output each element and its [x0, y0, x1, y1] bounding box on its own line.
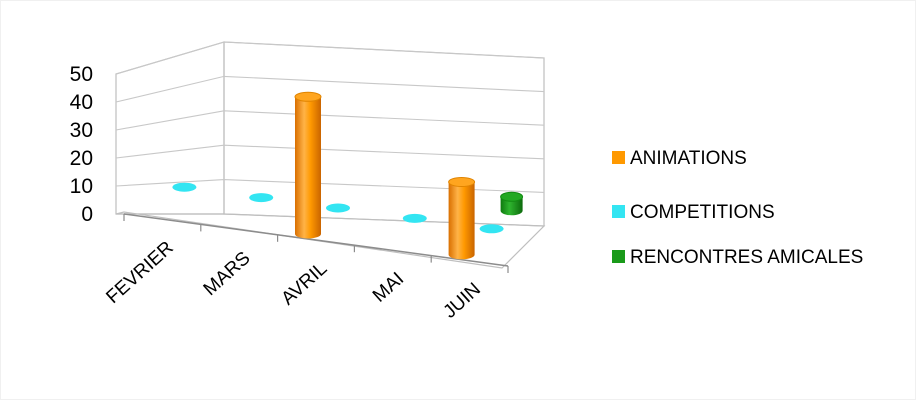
bar-body	[295, 96, 321, 239]
legend: ANIMATIONS COMPETITIONS RENCONTRES AMICALE…	[612, 148, 863, 268]
category-axis-labels: FEVRIER MARS AVRIL MAI JUIN	[102, 237, 484, 322]
category-label: MARS	[200, 248, 255, 300]
value-tick-label: 0	[81, 203, 93, 226]
gridline	[115, 179, 545, 193]
bar-competitions-mai	[402, 213, 427, 223]
gridlines	[115, 41, 545, 193]
gridline	[115, 110, 545, 131]
gridline	[115, 41, 545, 75]
category-ticks	[123, 214, 509, 273]
legend-label: RENCONTRES AMICALES	[630, 247, 863, 268]
category-label: MAI	[369, 269, 408, 307]
category-label: FEVRIER	[102, 237, 177, 308]
bar-rencontres-amicales-juin	[500, 191, 524, 216]
bar-top	[448, 177, 476, 187]
bar-disc	[402, 213, 427, 223]
gridline	[115, 75, 545, 103]
axes	[123, 213, 509, 267]
plot-walls	[115, 41, 546, 269]
category-axis-line	[123, 213, 509, 267]
bar-animations-avril	[294, 91, 322, 239]
bar-competitions-avril	[326, 203, 350, 213]
value-tick-label: 20	[70, 147, 93, 170]
bar-competitions-juin	[479, 224, 504, 234]
bar-disc	[326, 203, 350, 213]
bar-top	[294, 91, 322, 102]
legend-label: ANIMATIONS	[630, 148, 747, 169]
value-axis-labels: 0 10 20 30 40 50	[70, 63, 93, 226]
floor-outline	[115, 211, 546, 269]
bar-animations-juin	[448, 177, 476, 260]
bar-disc	[172, 182, 197, 192]
bar-top	[500, 191, 524, 202]
bar-body	[500, 196, 523, 216]
value-tick-label: 30	[70, 119, 93, 142]
legend-swatch	[612, 205, 625, 218]
bar-body	[448, 182, 475, 260]
category-label: JUIN	[440, 279, 485, 323]
category-label: AVRIL	[278, 258, 332, 309]
legend-label: COMPETITIONS	[630, 202, 775, 223]
bar-competitions-fevrier	[172, 182, 197, 192]
value-tick-label: 50	[70, 63, 93, 86]
bar-disc	[249, 193, 274, 203]
bar-disc	[479, 224, 504, 234]
value-tick-label: 40	[70, 91, 93, 114]
side-wall-outline	[115, 41, 225, 215]
gridline	[115, 144, 545, 160]
value-tick-label: 10	[70, 175, 93, 198]
chart-marks	[172, 91, 524, 260]
bar-competitions-mars	[249, 193, 274, 203]
legend-swatch	[612, 151, 625, 164]
legend-swatch	[612, 250, 625, 263]
